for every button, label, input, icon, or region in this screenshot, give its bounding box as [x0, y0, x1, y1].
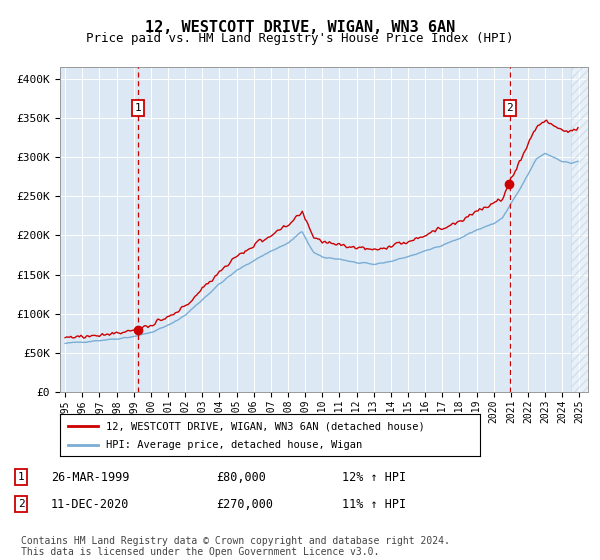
Text: 2: 2 — [17, 499, 25, 509]
Text: 12, WESTCOTT DRIVE, WIGAN, WN3 6AN (detached house): 12, WESTCOTT DRIVE, WIGAN, WN3 6AN (deta… — [106, 421, 425, 431]
Text: 11-DEC-2020: 11-DEC-2020 — [51, 497, 130, 511]
Text: 12, WESTCOTT DRIVE, WIGAN, WN3 6AN: 12, WESTCOTT DRIVE, WIGAN, WN3 6AN — [145, 20, 455, 35]
Text: £80,000: £80,000 — [216, 470, 266, 484]
Text: 1: 1 — [134, 103, 141, 113]
Text: 12% ↑ HPI: 12% ↑ HPI — [342, 470, 406, 484]
Text: 11% ↑ HPI: 11% ↑ HPI — [342, 497, 406, 511]
Text: £270,000: £270,000 — [216, 497, 273, 511]
Text: Contains HM Land Registry data © Crown copyright and database right 2024.
This d: Contains HM Land Registry data © Crown c… — [21, 535, 450, 557]
Text: 26-MAR-1999: 26-MAR-1999 — [51, 470, 130, 484]
Bar — [571, 67, 588, 392]
Text: 1: 1 — [17, 472, 25, 482]
Text: HPI: Average price, detached house, Wigan: HPI: Average price, detached house, Wiga… — [106, 440, 362, 450]
Text: 2: 2 — [506, 103, 513, 113]
Text: Price paid vs. HM Land Registry's House Price Index (HPI): Price paid vs. HM Land Registry's House … — [86, 32, 514, 45]
